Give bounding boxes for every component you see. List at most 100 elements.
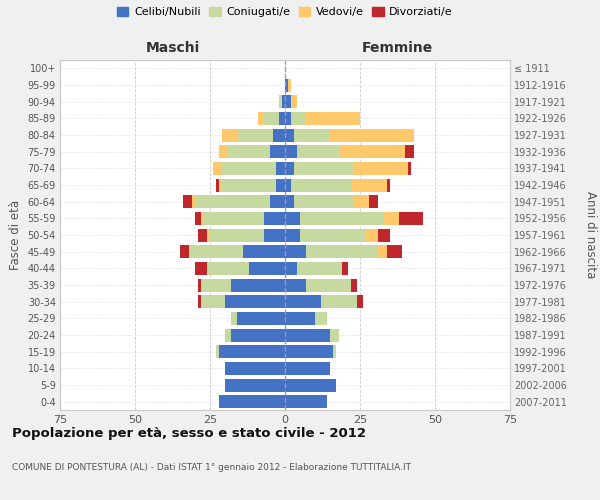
Bar [225, 362, 285, 375]
Bar [204, 212, 264, 225]
Bar [225, 378, 285, 392]
Bar [198, 278, 201, 291]
Bar [285, 362, 330, 375]
Bar [285, 328, 330, 342]
Bar [225, 328, 231, 342]
Bar [213, 162, 222, 175]
Bar [351, 278, 357, 291]
Bar [315, 312, 327, 325]
Bar [357, 295, 363, 308]
Bar [201, 295, 225, 308]
Bar [264, 112, 279, 125]
Bar [285, 278, 306, 291]
Bar [285, 78, 288, 92]
Y-axis label: Anni di nascita: Anni di nascita [584, 192, 597, 278]
Bar [285, 295, 321, 308]
Bar [222, 128, 237, 141]
Bar [408, 162, 411, 175]
Bar [279, 95, 282, 108]
Bar [264, 228, 285, 241]
Bar [378, 245, 387, 258]
Text: Maschi: Maschi [145, 41, 200, 55]
Text: Popolazione per età, sesso e stato civile - 2012: Popolazione per età, sesso e stato civil… [12, 428, 366, 440]
Bar [219, 395, 285, 408]
Bar [285, 95, 291, 108]
Bar [288, 78, 291, 92]
Bar [384, 212, 399, 225]
Bar [207, 262, 249, 275]
Bar [306, 245, 378, 258]
Bar [285, 178, 291, 192]
Bar [294, 162, 354, 175]
Bar [201, 278, 231, 291]
Bar [231, 328, 285, 342]
Bar [180, 245, 189, 258]
Bar [285, 312, 315, 325]
Bar [285, 162, 294, 175]
Bar [219, 178, 222, 192]
Bar [291, 95, 297, 108]
Bar [285, 212, 300, 225]
Bar [339, 145, 405, 158]
Bar [273, 128, 285, 141]
Bar [366, 228, 378, 241]
Bar [276, 162, 285, 175]
Text: Femmine: Femmine [362, 41, 433, 55]
Bar [285, 378, 336, 392]
Bar [264, 212, 285, 225]
Bar [291, 178, 351, 192]
Bar [300, 228, 366, 241]
Bar [291, 112, 306, 125]
Bar [354, 195, 369, 208]
Bar [225, 295, 285, 308]
Bar [282, 95, 285, 108]
Bar [342, 262, 348, 275]
Bar [285, 395, 327, 408]
Bar [201, 212, 204, 225]
Bar [285, 128, 294, 141]
Bar [378, 228, 390, 241]
Bar [216, 345, 219, 358]
Bar [405, 145, 414, 158]
Bar [285, 112, 291, 125]
Bar [300, 212, 384, 225]
Bar [285, 262, 297, 275]
Bar [330, 328, 339, 342]
Bar [276, 178, 285, 192]
Bar [207, 228, 210, 241]
Bar [306, 278, 351, 291]
Bar [285, 245, 306, 258]
Bar [258, 112, 264, 125]
Bar [219, 345, 285, 358]
Bar [195, 195, 270, 208]
Y-axis label: Fasce di età: Fasce di età [9, 200, 22, 270]
Bar [189, 245, 243, 258]
Bar [330, 128, 414, 141]
Bar [387, 178, 390, 192]
Bar [306, 112, 360, 125]
Bar [270, 195, 285, 208]
Bar [399, 212, 423, 225]
Bar [270, 145, 285, 158]
Bar [321, 295, 357, 308]
Bar [210, 228, 264, 241]
Bar [231, 278, 285, 291]
Bar [369, 195, 378, 208]
Legend: Celibi/Nubili, Coniugati/e, Vedovi/e, Divorziati/e: Celibi/Nubili, Coniugati/e, Vedovi/e, Di… [113, 2, 457, 22]
Bar [387, 245, 402, 258]
Bar [216, 178, 219, 192]
Bar [285, 145, 297, 158]
Bar [222, 162, 276, 175]
Bar [354, 162, 408, 175]
Bar [285, 228, 300, 241]
Bar [297, 262, 342, 275]
Bar [249, 262, 285, 275]
Bar [285, 195, 294, 208]
Bar [222, 178, 276, 192]
Bar [195, 212, 201, 225]
Bar [192, 195, 195, 208]
Bar [297, 145, 339, 158]
Bar [237, 128, 273, 141]
Bar [279, 112, 285, 125]
Bar [285, 345, 333, 358]
